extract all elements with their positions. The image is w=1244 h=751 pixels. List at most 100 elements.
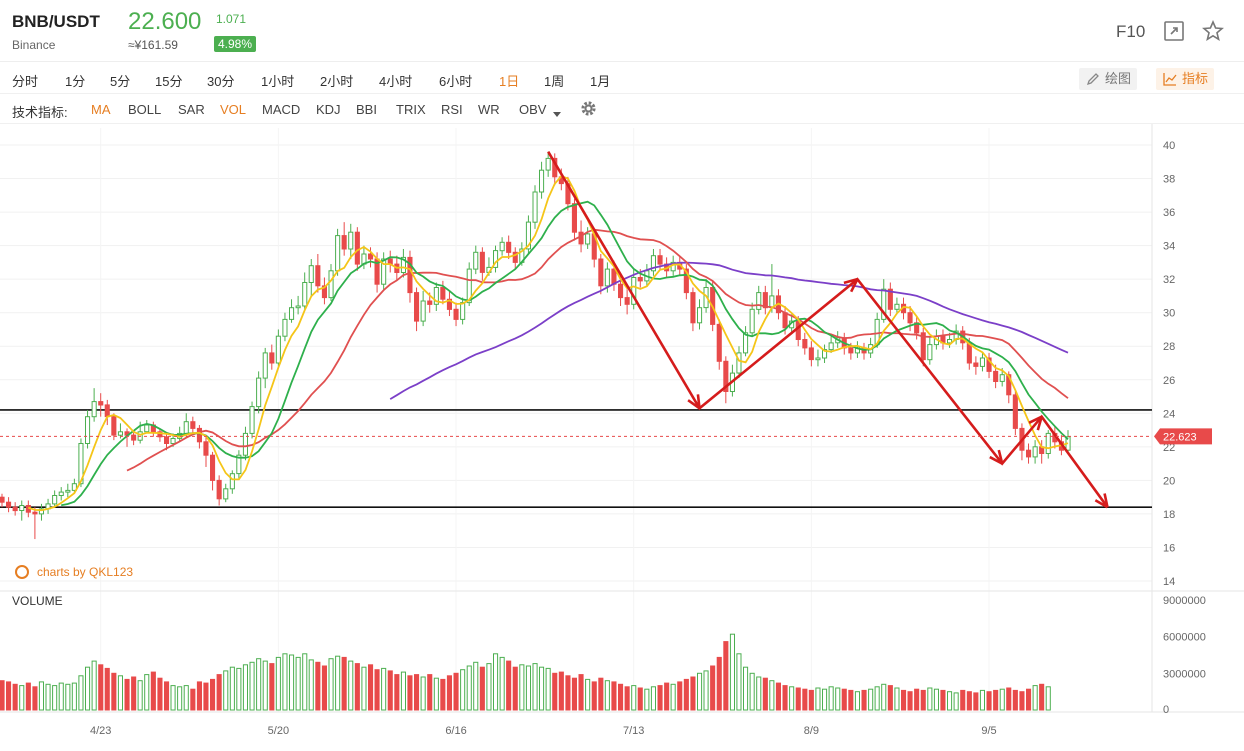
volume-bar — [150, 671, 156, 711]
candle-body — [295, 305, 301, 309]
volume-bar — [571, 677, 578, 711]
period-tab[interactable]: 1月 — [590, 74, 611, 89]
indicator-button[interactable]: 指标 — [1156, 68, 1215, 90]
date-tick-label: 8/9 — [804, 725, 819, 737]
candle-body — [111, 416, 117, 436]
candle-body — [986, 357, 992, 372]
volume-bar — [348, 660, 354, 711]
indicator-sar[interactable]: SAR — [178, 102, 205, 117]
gear-icon[interactable] — [580, 100, 597, 122]
period-tab[interactable]: 2小时 — [320, 74, 354, 89]
f10-button[interactable]: F10 — [1116, 22, 1146, 41]
indicator-wr[interactable]: WR — [478, 102, 500, 117]
volume-bar — [887, 685, 893, 711]
date-tick-label: 9/5 — [981, 725, 996, 737]
volume-bar — [874, 686, 880, 711]
volume-bar — [775, 682, 782, 711]
candle-body — [38, 508, 45, 515]
volume-bar — [190, 688, 196, 711]
candle-body — [407, 256, 413, 294]
period-tab[interactable]: 1分 — [65, 74, 86, 89]
indicator-boll[interactable]: BOLL — [128, 102, 162, 117]
period-tab[interactable]: 1周 — [544, 74, 565, 89]
candle-body — [690, 292, 696, 324]
volume-bar — [539, 666, 545, 711]
candle-body — [894, 303, 900, 310]
candle-body — [999, 374, 1005, 382]
candle-body — [348, 231, 354, 250]
arrow-head — [1094, 493, 1109, 509]
volume-bar — [85, 666, 91, 711]
candle — [1012, 389, 1018, 436]
volume-bar — [177, 686, 183, 711]
candle-body — [585, 233, 591, 245]
period-tab-active[interactable]: 1日 — [499, 74, 520, 89]
indicator-kdj[interactable]: KDJ — [316, 102, 341, 117]
volume-bar — [374, 669, 380, 711]
period-tab[interactable]: 分时 — [12, 74, 39, 89]
indicator-rsi[interactable]: RSI — [441, 102, 463, 117]
indicator-macd[interactable]: MACD — [262, 102, 301, 117]
candle — [460, 297, 466, 325]
fullscreen-icon[interactable] — [1163, 20, 1185, 42]
volume-bar — [723, 641, 729, 711]
candle — [440, 280, 446, 305]
volume-bar — [683, 678, 689, 711]
volume-bar — [98, 664, 104, 711]
indicator-trix[interactable]: TRIX — [396, 102, 426, 117]
candle-body — [815, 357, 821, 361]
volume-bar — [907, 691, 913, 711]
period-tab[interactable]: 4小时 — [379, 74, 413, 89]
volume-bar — [361, 666, 367, 711]
candle — [6, 497, 12, 513]
caret-down-icon[interactable] — [553, 105, 561, 123]
candle — [387, 250, 393, 273]
price-chart[interactable]: 40 38 36 34 32 30 28 26 24 22 20 18 16 14 0 3000000 6000… — [0, 124, 1244, 751]
volume-tick-label: 0 — [1163, 704, 1169, 716]
period-tab[interactable]: 1小时 — [261, 74, 295, 89]
volume-bar — [506, 660, 512, 711]
indicator-obv[interactable]: OBV — [519, 102, 547, 117]
candle — [723, 356, 729, 404]
candle-body — [479, 251, 485, 273]
period-tab[interactable]: 5分 — [110, 74, 131, 89]
indicator-bbi[interactable]: BBI — [356, 102, 377, 117]
candle — [315, 254, 321, 293]
date-tick-label: 6/16 — [445, 725, 466, 737]
volume-bar — [861, 689, 867, 711]
volume-bar — [493, 653, 499, 711]
candle-body — [269, 352, 275, 364]
volume-bar — [920, 689, 926, 711]
candle — [986, 352, 992, 379]
price-tick-label: 40 — [1163, 140, 1175, 152]
candle — [275, 329, 281, 367]
volume-bar — [525, 665, 532, 711]
candle — [506, 235, 512, 260]
candle-body — [275, 335, 281, 364]
volume-bar — [782, 685, 788, 711]
volume-bar — [1012, 689, 1018, 711]
period-tab[interactable]: 30分 — [207, 74, 235, 89]
candle — [223, 483, 229, 503]
volume-bar — [822, 688, 828, 711]
candle-body — [420, 300, 426, 322]
star-icon[interactable] — [1202, 19, 1224, 42]
draw-button[interactable]: 绘图 — [1079, 68, 1138, 90]
candle — [973, 356, 979, 375]
candle — [229, 470, 235, 494]
candle-body — [512, 251, 518, 263]
candle-body — [506, 241, 512, 253]
indicator-ma[interactable]: MA — [91, 102, 111, 117]
candle — [650, 248, 657, 276]
candle — [433, 282, 439, 312]
candle-body — [164, 436, 170, 444]
period-tab[interactable]: 6小时 — [439, 74, 473, 89]
period-tab[interactable]: 15分 — [155, 74, 183, 89]
candle-body — [210, 454, 216, 481]
volume-bar — [841, 688, 847, 711]
candle-body — [822, 349, 828, 359]
pencil-icon — [1086, 73, 1099, 86]
candle — [453, 302, 459, 327]
indicator-vol[interactable]: VOL — [220, 102, 247, 117]
volume-bar — [446, 675, 452, 711]
